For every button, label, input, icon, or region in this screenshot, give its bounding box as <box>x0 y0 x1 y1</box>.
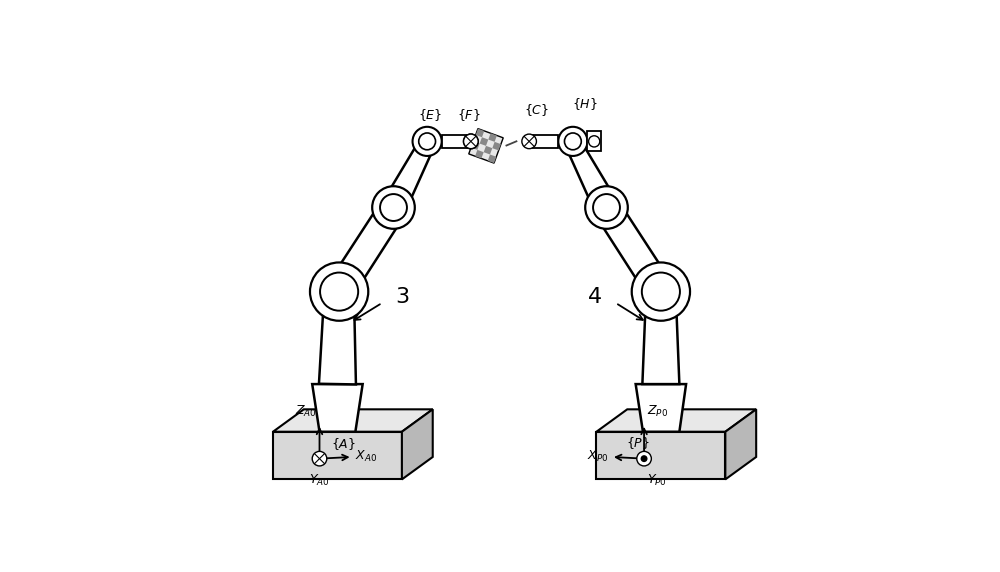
Circle shape <box>419 133 436 150</box>
Bar <box>442 134 471 148</box>
Polygon shape <box>642 292 679 384</box>
Circle shape <box>632 263 690 321</box>
Text: $\{C\}$: $\{C\}$ <box>524 102 549 118</box>
Polygon shape <box>327 200 405 299</box>
Polygon shape <box>480 137 488 146</box>
Polygon shape <box>476 129 484 137</box>
Bar <box>529 134 558 148</box>
Polygon shape <box>484 146 492 154</box>
Text: 4: 4 <box>588 287 602 307</box>
Circle shape <box>464 134 478 149</box>
Circle shape <box>593 194 620 221</box>
Polygon shape <box>469 129 503 163</box>
Circle shape <box>637 451 651 466</box>
Polygon shape <box>566 140 617 213</box>
Polygon shape <box>488 154 496 163</box>
Circle shape <box>558 127 587 156</box>
Circle shape <box>564 133 581 150</box>
Circle shape <box>372 186 415 229</box>
Polygon shape <box>488 133 497 142</box>
Text: $Y_{A0}$: $Y_{A0}$ <box>309 472 330 488</box>
Circle shape <box>320 272 358 311</box>
Polygon shape <box>595 200 673 299</box>
Circle shape <box>522 134 536 149</box>
Polygon shape <box>475 150 484 158</box>
Text: $Z_{P0}$: $Z_{P0}$ <box>647 404 668 419</box>
Polygon shape <box>596 410 756 432</box>
Polygon shape <box>319 291 356 384</box>
Text: $X_{A0}$: $X_{A0}$ <box>355 450 377 464</box>
Text: $Y_{P0}$: $Y_{P0}$ <box>647 472 667 488</box>
Circle shape <box>380 194 407 221</box>
Circle shape <box>589 136 600 147</box>
Polygon shape <box>596 432 725 479</box>
Text: $Z_{A0}$: $Z_{A0}$ <box>295 404 317 419</box>
Circle shape <box>413 127 442 156</box>
Polygon shape <box>312 384 363 432</box>
Text: $\{F\}$: $\{F\}$ <box>457 108 481 124</box>
Polygon shape <box>471 141 480 150</box>
Text: $\{P\}$: $\{P\}$ <box>626 435 650 451</box>
Bar <box>587 132 601 152</box>
Text: $\{A\}$: $\{A\}$ <box>331 436 356 452</box>
Text: 3: 3 <box>395 287 409 307</box>
Circle shape <box>310 263 368 321</box>
Circle shape <box>642 272 680 311</box>
Circle shape <box>585 186 628 229</box>
Polygon shape <box>383 140 434 213</box>
Circle shape <box>312 451 327 466</box>
Circle shape <box>641 456 647 462</box>
Polygon shape <box>636 384 686 432</box>
Polygon shape <box>273 432 402 479</box>
Text: $\{H\}$: $\{H\}$ <box>572 96 598 112</box>
Text: $X_{P0}$: $X_{P0}$ <box>587 450 608 464</box>
Polygon shape <box>492 142 501 150</box>
Polygon shape <box>402 410 433 479</box>
Circle shape <box>464 134 478 149</box>
Polygon shape <box>273 410 433 432</box>
Text: $\{E\}$: $\{E\}$ <box>418 108 442 124</box>
Polygon shape <box>725 410 756 479</box>
